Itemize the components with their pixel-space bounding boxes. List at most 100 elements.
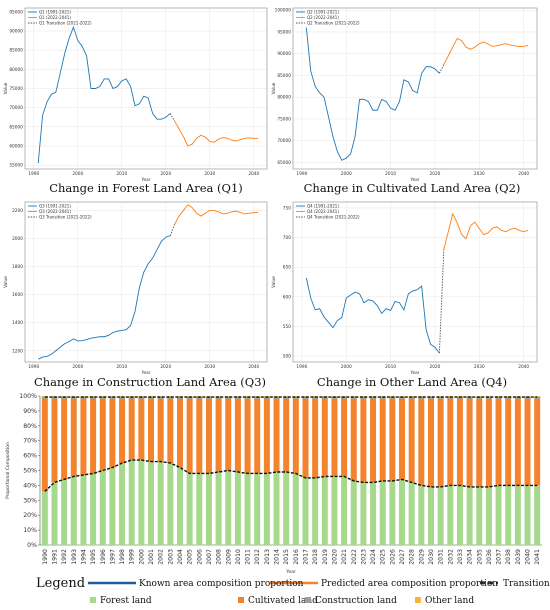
bar-construction-land (514, 397, 521, 399)
x-tick-label: 2011 (245, 549, 252, 565)
x-axis-label: Year (285, 569, 296, 575)
x-tick-label: 1990 (296, 364, 307, 370)
legend-label: Q1 (1991-2021) (39, 9, 71, 14)
x-tick-label: 2007 (206, 549, 213, 565)
y-axis-label: Proportional Composition (5, 442, 11, 499)
bar-construction-land (234, 397, 241, 399)
chart-q3: 1990 2000 2010 2020 2030 2040 1200 1400 1600 1800… (3, 201, 268, 389)
bar-forest-land (186, 473, 193, 545)
legend-label: Q2 Transition (2021-2022) (307, 20, 360, 25)
legend-title: Legend (36, 576, 85, 591)
bar-other-land (360, 396, 367, 398)
x-tick-label: 2034 (467, 549, 474, 565)
bar-construction-land (90, 397, 97, 399)
forest-boundary-line (44, 459, 538, 492)
bar-forest-land (205, 473, 212, 545)
series-line (305, 277, 440, 354)
x-tick-label: 2000 (72, 364, 83, 370)
x-tick-label: 2029 (418, 549, 425, 565)
bar-forest-land (476, 486, 483, 545)
x-tick-label: 2012 (254, 549, 261, 565)
y-tick-label: 85000 (9, 48, 23, 54)
x-tick-label: 2020 (160, 364, 171, 370)
legend-label: Transition (503, 579, 550, 589)
bar-cultivated-land (90, 398, 97, 474)
x-tick-label: 2041 (534, 549, 541, 565)
bar-cultivated-land (331, 398, 338, 477)
bar-cultivated-land (466, 398, 473, 487)
legend-label: Q2 (1991-2021) (307, 9, 339, 14)
x-tick-label: 2000 (138, 549, 145, 565)
bar-construction-land (148, 397, 155, 399)
bar-forest-land (148, 461, 155, 545)
x-tick-label: 2020 (331, 549, 338, 565)
bar-construction-land (80, 397, 87, 399)
bar-cultivated-land (196, 398, 203, 474)
chart-legend: Q1 (1991-2021)Q1 (2022-2041)Q1 Transitio… (28, 9, 92, 25)
bar-cultivated-land (99, 398, 106, 471)
bar-construction-land (505, 397, 512, 399)
bar-construction-land (302, 397, 309, 399)
y-tick-label: 40% (23, 482, 37, 489)
x-tick-label: 2000 (72, 171, 83, 177)
bar-cultivated-land (138, 398, 145, 461)
x-tick-label: 2010 (116, 364, 127, 370)
bar-construction-land (263, 397, 270, 399)
bar-construction-land (254, 397, 261, 399)
bar-construction-land (225, 397, 232, 399)
series-line (305, 27, 440, 161)
series-line (443, 37, 529, 65)
bar-cultivated-land (399, 398, 406, 480)
x-tick-label: 2002 (158, 549, 165, 565)
x-tick-label: 2005 (187, 549, 194, 565)
y-tick-label: 700 (283, 235, 291, 241)
x-tick-label: 2030 (204, 364, 215, 370)
legend-label: Q4 (2022-2041) (307, 209, 339, 214)
series-line (438, 64, 445, 74)
series-line (174, 120, 259, 147)
bar-other-land (99, 396, 106, 398)
legend-swatch (305, 597, 311, 603)
bar-cultivated-land (234, 398, 241, 472)
x-tick-label: 2004 (177, 549, 184, 565)
x-tick-label: 2030 (474, 364, 485, 370)
bar-cultivated-land (379, 398, 386, 481)
bar-other-land (534, 396, 541, 398)
x-tick-label: 1993 (71, 549, 78, 565)
x-tick-label: 2016 (293, 549, 300, 565)
bar-forest-land (360, 482, 367, 545)
y-tick-label: 70% (23, 438, 37, 445)
series-line (37, 25, 171, 164)
plot-frame (24, 7, 268, 170)
y-tick-label: 60000 (9, 144, 23, 150)
series-line (438, 249, 445, 354)
bar-cultivated-land (302, 398, 309, 478)
x-tick-label: 2014 (274, 549, 281, 565)
y-tick-label: 60% (23, 453, 37, 460)
bar-cultivated-land (283, 398, 290, 472)
y-tick-label: 100% (19, 393, 37, 400)
bar-construction-land (167, 397, 174, 399)
bar-other-land (302, 396, 309, 398)
bar-forest-land (128, 460, 135, 545)
bar-cultivated-land (273, 398, 280, 472)
bar-cultivated-land (485, 398, 492, 487)
x-tick-label: 2035 (476, 549, 483, 565)
bar-other-land (485, 396, 492, 398)
legend-label: Q4 (1991-2021) (307, 203, 339, 208)
bar-other-land (234, 396, 241, 398)
x-tick-label: 2027 (399, 549, 406, 565)
bar-construction-land (196, 397, 203, 399)
x-tick-label: 1996 (100, 549, 107, 565)
y-tick-label: 0% (27, 542, 37, 549)
legend-label: Q4 Transition (2021-2022) (307, 214, 360, 219)
bar-cultivated-land (418, 398, 425, 486)
bar-forest-land (283, 471, 290, 545)
bar-cultivated-land (254, 398, 261, 474)
y-axis-label: Value (3, 276, 9, 288)
plot-frame (292, 201, 538, 363)
bar-construction-land (466, 397, 473, 399)
bar-forest-land (90, 473, 97, 545)
bar-cultivated-land (476, 398, 483, 487)
plot-frame (24, 201, 268, 363)
